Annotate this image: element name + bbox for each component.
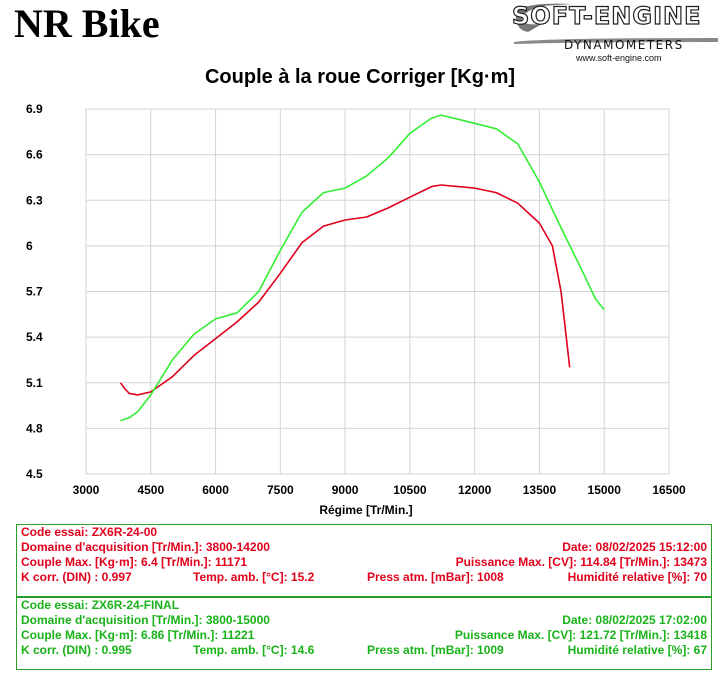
y-tick-label: 6.6 — [26, 148, 43, 162]
logo-swoosh-icon — [514, 3, 718, 44]
x-tick-label: 16500 — [652, 483, 686, 497]
x-tick-label: 12000 — [458, 483, 492, 497]
record-k-corr: K corr. (DIN) : 0.995 — [21, 643, 132, 657]
y-tick-label: 5.1 — [26, 376, 43, 390]
x-tick-label: 7500 — [267, 483, 294, 497]
record-domain: Domaine d'acquisition [Tr/Min.]: 3800-14… — [21, 540, 270, 554]
record-code: Code essai: ZX6R-24-FINAL — [21, 598, 180, 612]
record-code: Code essai: ZX6R-24-00 — [21, 525, 158, 539]
y-tick-label: 5.7 — [26, 285, 43, 299]
y-tick-label: 4.8 — [26, 421, 43, 435]
record-temp: Temp. amb. [°C]: 15.2 — [193, 570, 315, 584]
chart-title: Couple à la roue Corriger [Kg·m] — [204, 66, 516, 88]
series-lines — [119, 114, 605, 422]
record-pressure: Press atm. [mBar]: 1008 — [367, 570, 504, 584]
brand-title: NR Bike — [14, 1, 160, 46]
record-domain: Domaine d'acquisition [Tr/Min.]: 3800-15… — [21, 613, 270, 627]
logo-main-text: SOFT-ENGINE — [511, 1, 702, 30]
y-tick-label: 4.5 — [26, 467, 43, 481]
y-tick-label: 5.4 — [26, 330, 43, 344]
record-max-power: Puissance Max. [CV]: 121.72 [Tr/Min.]: 1… — [454, 628, 707, 642]
soft-engine-logo: SOFT-ENGINE DYNAMOMETERS www.soft-engine… — [511, 1, 718, 66]
series-line-1 — [119, 184, 571, 396]
x-tick-label: 13500 — [523, 483, 557, 497]
record-date: Date: 08/02/2025 15:12:00 — [562, 540, 707, 554]
record-date: Date: 08/02/2025 17:02:00 — [562, 613, 707, 627]
logo-sub-text: DYNAMOMETERS — [564, 38, 684, 52]
x-tick-label: 4500 — [137, 483, 164, 497]
record-pressure: Press atm. [mBar]: 1009 — [367, 643, 504, 657]
y-tick-label: 6.9 — [26, 102, 43, 116]
y-tick-label: 6 — [26, 239, 33, 253]
record-max-torque: Couple Max. [Kg·m]: 6.86 [Tr/Min.]: 1122… — [21, 628, 255, 642]
x-tick-label: 3000 — [73, 483, 100, 497]
x-tick-label: 10500 — [393, 483, 427, 497]
record-max-power: Puissance Max. [CV]: 114.84 [Tr/Min.]: 1… — [455, 555, 707, 569]
record-humidity: Humidité relative [%]: 67 — [567, 643, 707, 657]
test-record-2: Code essai: ZX6R-24-FINAL Domaine d'acqu… — [16, 597, 712, 670]
record-k-corr: K corr. (DIN) : 0.997 — [21, 570, 132, 584]
x-tick-label: 15000 — [588, 483, 622, 497]
axis-ticks: 4.5 4.8 5.1 5.4 5.7 6 6.3 6.6 6.9 3000 4500 6000 750… — [26, 102, 686, 497]
logo-url-text: www.soft-engine.com — [576, 53, 662, 63]
record-humidity: Humidité relative [%]: 70 — [567, 570, 707, 584]
test-record-1: Code essai: ZX6R-24-00 Domaine d'acquisi… — [16, 524, 712, 597]
grid — [85, 108, 670, 475]
torque-chart: 4.5 4.8 5.1 5.4 5.7 6 6.3 6.6 6.9 3000 4500 6000 750… — [26, 102, 686, 517]
x-axis-label: Régime [Tr/Min.] — [319, 503, 412, 517]
record-temp: Temp. amb. [°C]: 14.6 — [193, 643, 315, 657]
y-tick-label: 6.3 — [26, 193, 43, 207]
x-tick-label: 9000 — [332, 483, 359, 497]
record-max-torque: Couple Max. [Kg·m]: 6.4 [Tr/Min.]: 11171 — [21, 555, 248, 569]
series-line-2 — [120, 114, 605, 422]
x-tick-label: 6000 — [202, 483, 229, 497]
